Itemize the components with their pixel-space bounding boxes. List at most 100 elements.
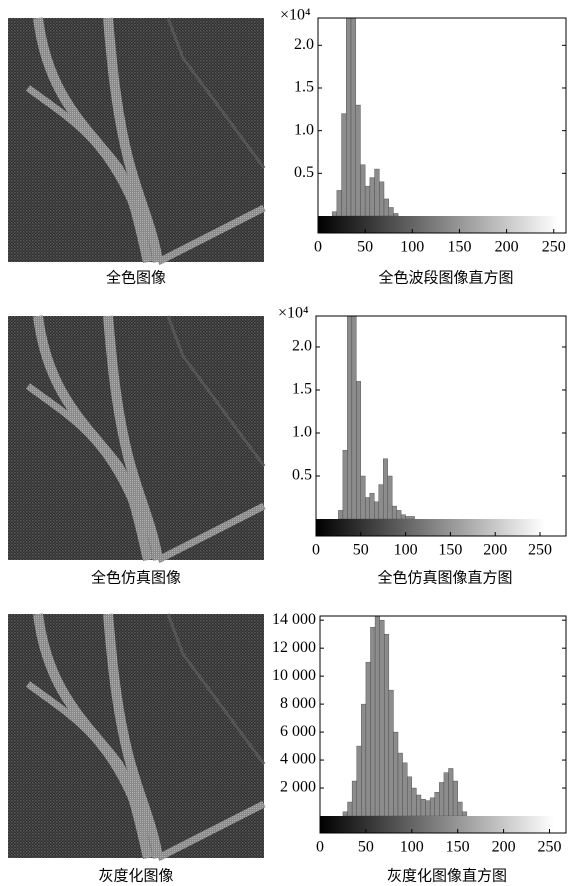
histogram-chart: 0.5 1.0 1.5 2.0 0 50 100 150 200 250 ×10⁴ 全色仿真图像直方图 (278, 295, 566, 586)
bar (374, 502, 378, 519)
x-tick-label: 200 (483, 542, 507, 559)
y-tick-label: 0.5 (294, 164, 314, 181)
gray-scale-bar (316, 519, 544, 536)
bar (384, 199, 389, 216)
x-tick-label: 150 (438, 542, 462, 559)
bar (421, 799, 426, 816)
y-tick-label: 10 000 (272, 667, 316, 684)
bars (332, 3, 398, 216)
x-tick-label: 50 (358, 839, 374, 856)
bar (357, 746, 362, 816)
bar (435, 792, 440, 816)
bar (365, 497, 369, 519)
bar (352, 781, 357, 816)
bar (393, 732, 398, 816)
bar (366, 662, 371, 816)
bar (361, 476, 365, 519)
bar (403, 763, 408, 816)
image-panel (8, 316, 264, 560)
bar (360, 165, 365, 216)
bar (453, 781, 458, 816)
bar (407, 777, 412, 816)
bar (389, 690, 394, 816)
x-tick-label: 0 (316, 839, 324, 856)
bar (444, 773, 449, 816)
bar (383, 459, 387, 519)
bar (379, 485, 383, 519)
x-tick-label: 100 (400, 839, 424, 856)
x-axis-caption: 全色波段图像直方图 (378, 269, 513, 287)
x-tick-label: 50 (357, 239, 373, 256)
bar (393, 213, 398, 216)
y-multiplier: ×10⁴ (278, 305, 309, 322)
bar (398, 753, 403, 816)
bar (370, 178, 375, 216)
image-caption: 全色图像 (106, 269, 166, 287)
bar (439, 782, 444, 816)
bar (365, 186, 370, 216)
figure: 全色图像 全色仿真图像 灰度化图像 0.5 1.0 1.5 2.0 0 50 100 150 2… (0, 0, 576, 886)
bar (348, 802, 353, 816)
bar (346, 11, 351, 216)
bar (379, 182, 384, 216)
bar (388, 476, 392, 519)
y-tick-label: 6 000 (280, 723, 316, 740)
x-tick-label: 0 (314, 239, 322, 256)
x-tick-label: 200 (492, 839, 516, 856)
bar (370, 493, 374, 519)
image-panel (8, 614, 264, 858)
bar (458, 802, 463, 816)
image-caption: 全色仿真图像 (91, 569, 181, 587)
bars (338, 295, 414, 519)
x-tick-label: 50 (353, 542, 369, 559)
gray-scale-bar (318, 216, 558, 233)
bar (389, 207, 394, 216)
y-tick-label: 14 000 (272, 611, 316, 628)
bar (375, 616, 380, 816)
y-tick-label: 4 000 (280, 751, 316, 768)
bar (338, 510, 342, 519)
y-tick-label: 12 000 (272, 639, 316, 656)
bar (343, 812, 348, 816)
bar (384, 634, 389, 816)
bar (337, 190, 342, 216)
bar (351, 3, 356, 216)
bar (392, 506, 396, 519)
y-tick-label: 2 000 (280, 779, 316, 796)
x-axis-caption: 灰度化图像直方图 (387, 867, 507, 885)
bar (380, 620, 385, 816)
x-tick-label: 150 (446, 839, 470, 856)
x-tick-label: 250 (542, 239, 566, 256)
bar (412, 788, 417, 816)
image-panel (8, 18, 264, 262)
x-axis-caption: 全色仿真图像直方图 (377, 569, 512, 587)
x-tick-label: 250 (528, 542, 552, 559)
bars (343, 616, 467, 816)
bar (375, 169, 380, 216)
x-tick-label: 100 (400, 239, 424, 256)
y-multiplier: ×10⁴ (280, 7, 311, 24)
image-caption: 灰度化图像 (98, 867, 173, 885)
gray-scale-bar (320, 816, 554, 833)
bar (347, 304, 351, 519)
x-tick-label: 100 (394, 542, 418, 559)
y-tick-label: 0.5 (292, 467, 312, 484)
y-tick-label: 2.0 (292, 338, 312, 355)
x-tick-label: 0 (312, 542, 320, 559)
y-tick-label: 8 000 (280, 695, 316, 712)
bar (361, 704, 366, 816)
bar (406, 516, 415, 519)
bar (370, 627, 375, 816)
y-tick-label: 1.5 (292, 381, 312, 398)
bar (426, 801, 431, 816)
bar (356, 381, 360, 519)
y-tick-label: 1.0 (294, 121, 314, 138)
y-tick-label: 1.0 (292, 424, 312, 441)
y-tick-label: 1.5 (294, 79, 314, 96)
y-tick-label: 2.0 (294, 36, 314, 53)
x-tick-label: 250 (537, 839, 561, 856)
bar (356, 105, 361, 216)
bar (342, 114, 347, 216)
bar (462, 812, 467, 816)
